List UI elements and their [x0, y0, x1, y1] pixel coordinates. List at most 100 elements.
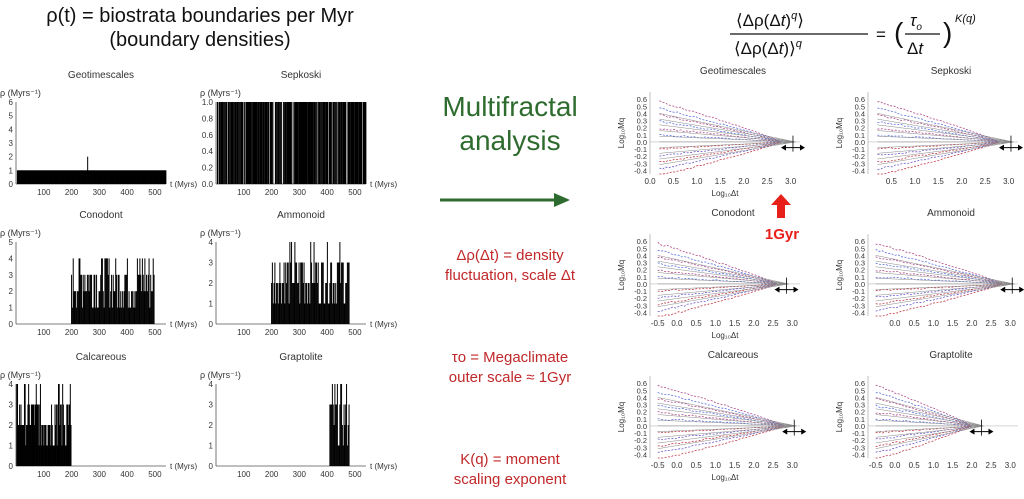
y-tick-label: 0.3: [855, 117, 865, 126]
y-tick-label: 0.6: [637, 379, 647, 388]
fit-line: [875, 425, 984, 432]
y-tick-label: 0.5: [637, 386, 647, 395]
headline-line2: analysis: [459, 125, 561, 156]
fit-line: [659, 113, 796, 143]
chart-title: Graptolite: [929, 350, 973, 361]
fit-line: [657, 266, 789, 285]
fit-line: [875, 272, 1015, 285]
y-axis-label: ρ (Myrs⁻¹): [0, 370, 41, 380]
y-tick-label: -0.4: [852, 308, 865, 317]
marker-arrowhead-left: [780, 144, 786, 151]
x-tick-label: 200: [265, 188, 279, 197]
y-tick-label: 0: [209, 320, 214, 329]
x-tick-label: 100: [237, 188, 251, 197]
headline-line1: Multifractal: [442, 91, 578, 122]
y-tick-label: 0.1: [855, 273, 865, 282]
y-tick-label: -0.1: [634, 145, 647, 154]
y-axis-label: ρ (Myrs⁻¹): [200, 228, 241, 238]
y-tick-label: 0.1: [637, 273, 647, 282]
moment-curve: [659, 141, 782, 175]
y-tick-label: 0.0: [855, 280, 865, 289]
fit-line: [657, 272, 789, 285]
moment-curve: [657, 249, 778, 285]
moment-curve: [659, 128, 782, 143]
fit-line: [657, 283, 789, 307]
x-tick-label: 3.0: [785, 177, 797, 186]
x-tick-label: 2.5: [986, 319, 998, 328]
moment-curve: [659, 120, 782, 143]
x-tick-label: 2.5: [980, 177, 992, 186]
fit-line: [659, 141, 796, 148]
y-tick-label: 0.5: [855, 386, 865, 395]
svg-text:): ): [943, 17, 952, 48]
y-tick-label: -0.3: [852, 159, 865, 168]
fit-line: [875, 414, 984, 427]
chart-title: Geotimescales: [68, 70, 134, 81]
moment-curve: [657, 425, 785, 441]
note3-line1: K(q) = moment: [460, 451, 560, 468]
x-tick-label: 1.5: [947, 319, 959, 328]
y-tick-label: 0.3: [855, 401, 865, 410]
x-tick-label: 0.5: [909, 461, 921, 470]
x-tick-label: 2.0: [966, 461, 978, 470]
y-tick-label: 0.2: [855, 408, 865, 417]
y-tick-label: 3: [209, 259, 214, 268]
y-tick-label: 0.2: [855, 124, 865, 133]
y-tick-label: 0.6: [637, 95, 647, 104]
x-tick-label: 2.5: [762, 177, 774, 186]
moment-curve: [657, 425, 785, 459]
y-tick-label: 1: [209, 300, 214, 309]
y-tick-label: -0.1: [852, 287, 865, 296]
y-axis-label: ρ (Myrs⁻¹): [200, 370, 241, 380]
note-kq: K(q) = moment scaling exponent: [405, 450, 615, 490]
fit-line: [875, 266, 1015, 285]
x-axis-label: t (Myrs): [170, 180, 197, 189]
fit-line: [877, 141, 1014, 165]
y-tick-label: -0.4: [634, 450, 647, 459]
chart-title: Sepkoski: [281, 70, 322, 81]
y-tick-label: -0.1: [634, 429, 647, 438]
fit-line: [659, 130, 796, 143]
y-tick-label: 5: [9, 238, 14, 247]
moment-curve: [659, 113, 782, 143]
chart-title: Calcareous: [708, 350, 759, 361]
x-tick-label: 300: [93, 328, 107, 337]
marker-arrowhead-right: [988, 428, 994, 435]
x-tick-label: 1.0: [710, 461, 722, 470]
moment-curve: [877, 141, 1000, 170]
y-axis-label: Log₁₀Mq: [617, 118, 626, 148]
fit-line: [875, 402, 984, 427]
y-tick-label: 0.4: [855, 251, 865, 260]
y-tick-label: -0.2: [634, 294, 647, 303]
x-tick-label: 1.5: [947, 461, 959, 470]
fit-line: [875, 255, 1015, 285]
x-tick-label: 300: [93, 470, 107, 479]
y-axis-label: Log₁₀Mq: [617, 402, 626, 432]
moment-curve: [875, 425, 972, 448]
y-tick-label: 0.4: [202, 147, 214, 156]
x-tick-label: 2.5: [768, 319, 780, 328]
y-tick-label: 3: [9, 271, 14, 280]
y-tick-label: 0.1: [855, 131, 865, 140]
formula-numerator: ⟨Δρ(Δt)q⟩: [736, 10, 804, 30]
y-tick-label: 0.0: [637, 422, 647, 431]
y-tick-label: 0.4: [637, 393, 647, 402]
y-axis-label: Log₁₀Mq: [617, 260, 626, 290]
x-tick-label: 100: [237, 470, 251, 479]
fit-line: [875, 260, 1015, 285]
x-tick-label: 500: [348, 470, 362, 479]
chart-title: Conodont: [79, 210, 123, 221]
svg-text:K(q): K(q): [955, 13, 976, 25]
moment-curve: [657, 276, 777, 285]
y-tick-label: 0.1: [855, 415, 865, 424]
x-tick-label: 3.0: [787, 319, 799, 328]
moment-curve: [657, 425, 785, 434]
y-tick-label: 0.6: [202, 131, 214, 140]
note2-line1: τo = Megaclimate: [451, 349, 569, 366]
marker-arrowhead-right: [1019, 286, 1024, 293]
note1-line2: fluctuation, scale Δt: [444, 267, 576, 284]
x-tick-label: 2.5: [986, 461, 998, 470]
fit-line: [875, 408, 984, 427]
headline: Multifractal analysis: [405, 90, 615, 158]
y-tick-label: 0: [9, 320, 14, 329]
